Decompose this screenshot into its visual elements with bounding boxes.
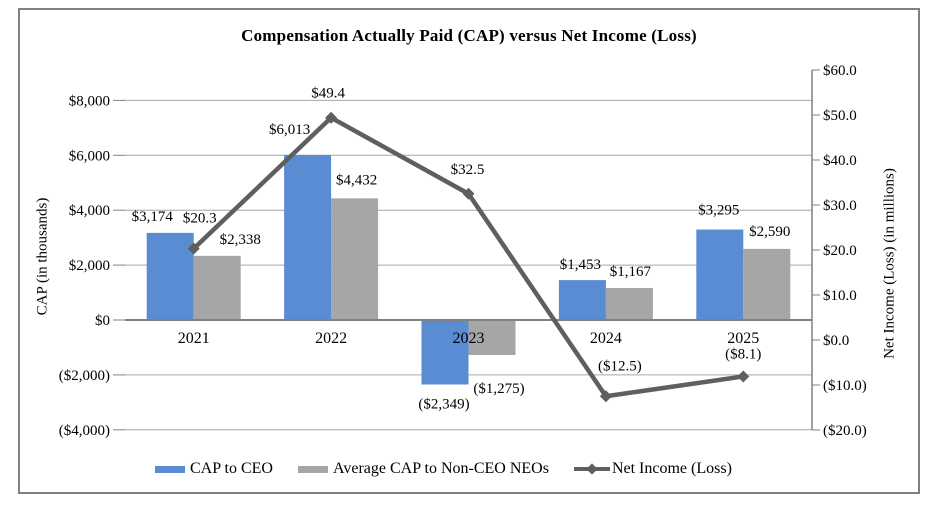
bar-neo-2025 — [743, 248, 791, 320]
category-label: 2025 — [727, 330, 759, 347]
data-label: $20.3 — [183, 211, 217, 227]
category-label: 2022 — [315, 330, 347, 347]
data-label: $4,432 — [336, 172, 377, 188]
right-axis-tick-label: $60.0 — [823, 63, 857, 79]
category-label: 2023 — [453, 330, 485, 347]
legend-bar-swatch — [297, 465, 328, 473]
category-label: 2024 — [590, 330, 622, 347]
data-label: $2,338 — [220, 232, 261, 248]
right-axis-tick-label: $20.0 — [823, 243, 857, 259]
data-label: ($8.1) — [725, 346, 761, 362]
data-label: $49.4 — [311, 86, 345, 102]
left-axis-tick-label: $0 — [95, 313, 110, 329]
right-axis-tick-label: ($10.0) — [823, 378, 867, 394]
bar-neo-2021 — [193, 255, 241, 320]
legend: CAP to CEO Average CAP to Non-CEO NEOs Net… — [155, 460, 732, 478]
legend-diamond-icon — [586, 463, 598, 475]
data-label: $3,174 — [132, 209, 174, 225]
left-axis-tick-label: $8,000 — [69, 93, 110, 109]
left-axis-tick-label: ($4,000) — [59, 423, 110, 439]
legend-bar-swatch — [155, 465, 185, 473]
right-axis-tick-label: ($20.0) — [823, 423, 867, 439]
data-label: $6,013 — [269, 122, 310, 138]
bar-ceo-2021 — [146, 232, 194, 320]
category-label: 2021 — [178, 330, 210, 347]
right-axis-tick-label: $0.0 — [823, 333, 849, 349]
right-axis-tick-label: $50.0 — [823, 108, 857, 124]
legend-item-cap-to-ceo: CAP to CEO — [155, 460, 273, 478]
bar-neo-2023 — [468, 320, 516, 355]
left-axis-tick-label: $4,000 — [69, 203, 110, 219]
right-axis-tick-label: $10.0 — [823, 288, 857, 304]
chart-title: Compensation Actually Paid (CAP) versus … — [241, 26, 697, 45]
bar-ceo-2023 — [421, 320, 469, 385]
legend-line-swatch — [573, 463, 610, 475]
bar-ceo-2024 — [558, 280, 606, 320]
legend-item-average-cap-to-non-ceo-neos: Average CAP to Non-CEO NEOs — [297, 460, 549, 478]
line-marker-2021 — [187, 242, 200, 255]
data-label: $2,590 — [749, 224, 790, 240]
bar-neo-2022 — [331, 198, 379, 320]
left-axis-tick-label: $6,000 — [69, 148, 110, 164]
bar-ceo-2022 — [284, 154, 332, 320]
legend-label: CAP to CEO — [190, 460, 273, 477]
left-axis-tick-label: ($2,000) — [59, 368, 110, 384]
line-marker-2025 — [737, 370, 750, 383]
data-label: ($12.5) — [598, 358, 642, 374]
right-axis-tick-label: $30.0 — [823, 198, 857, 214]
left-axis-tick-label: $2,000 — [69, 258, 110, 274]
data-label: ($1,275) — [473, 381, 524, 397]
data-label: $1,167 — [610, 264, 652, 280]
legend-item-net-income-loss-: Net Income (Loss) — [573, 460, 732, 478]
data-label: $1,453 — [560, 257, 601, 273]
data-label: ($2,349) — [418, 396, 469, 412]
line-marker-2022 — [325, 111, 338, 124]
right-axis-tick-label: $40.0 — [823, 153, 857, 169]
bar-ceo-2025 — [696, 229, 744, 320]
data-label: $32.5 — [451, 162, 485, 178]
data-label: $3,295 — [698, 203, 739, 219]
legend-label: Average CAP to Non-CEO NEOs — [332, 460, 549, 477]
line-marker-2024 — [599, 390, 612, 403]
line-marker-2023 — [462, 187, 475, 200]
bar-neo-2024 — [605, 287, 653, 320]
legend-label: Net Income (Loss) — [611, 460, 732, 477]
